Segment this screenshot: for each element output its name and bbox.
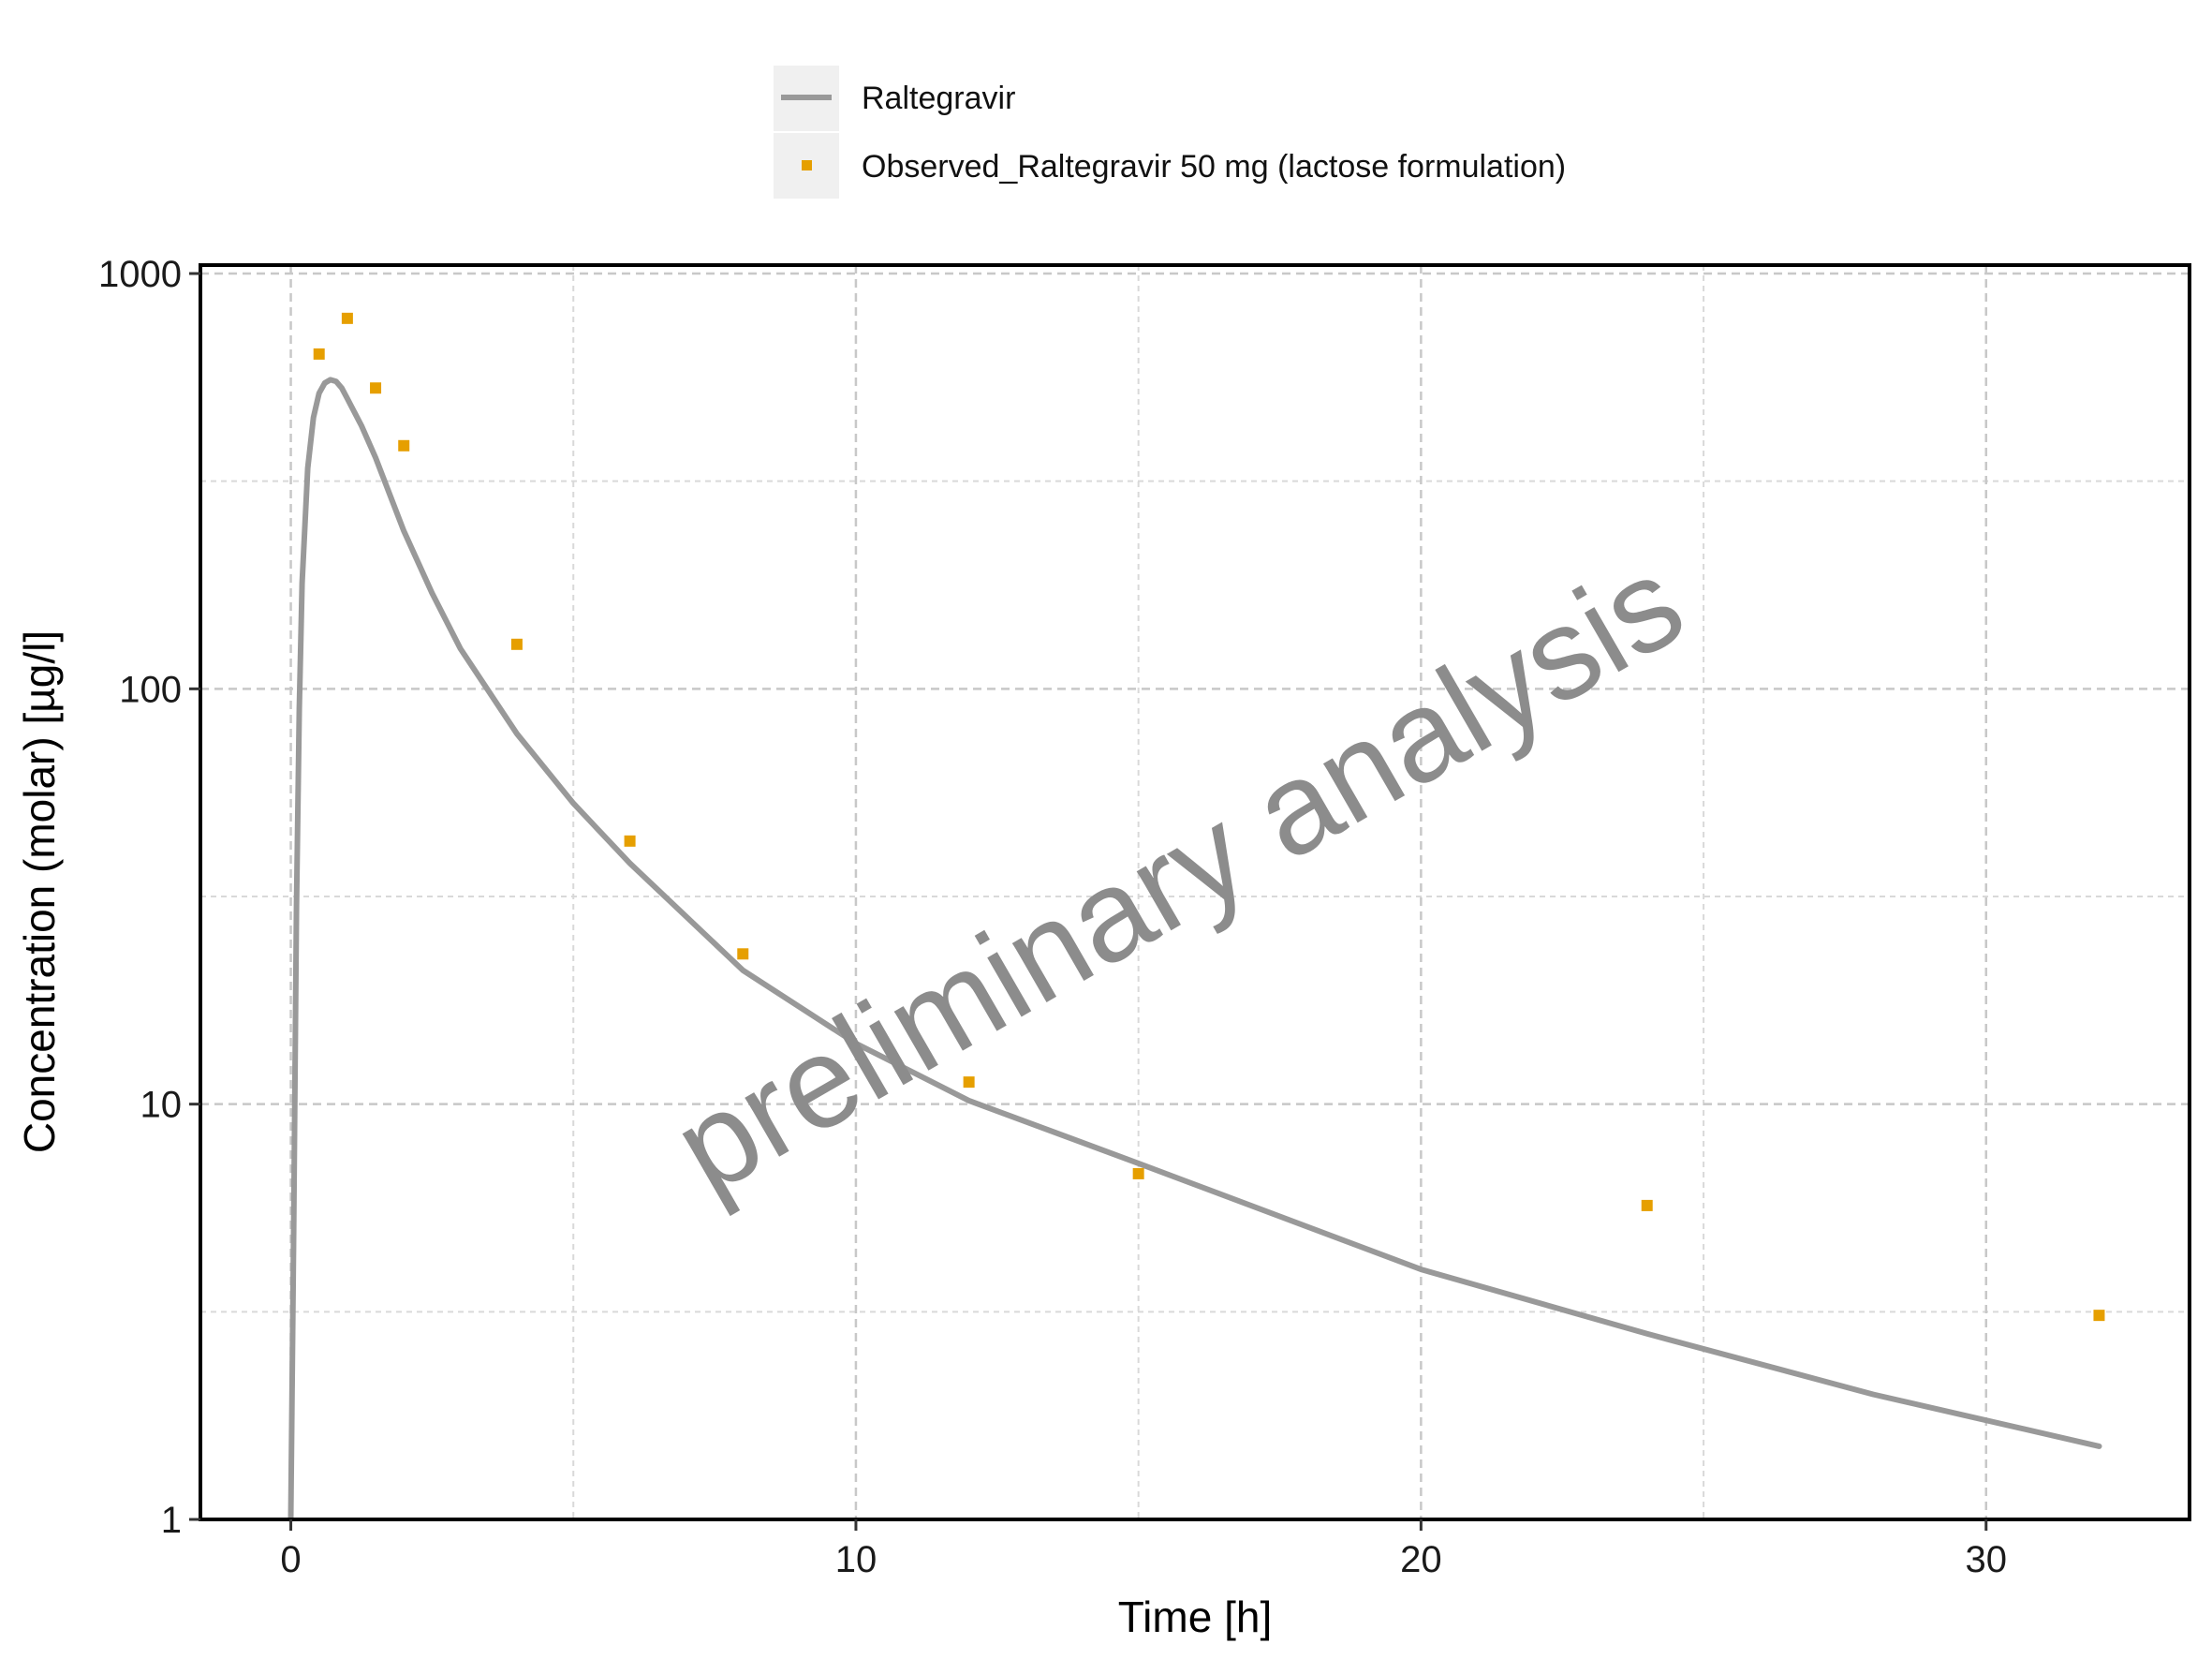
y-tick-label: 1000 [98, 254, 182, 295]
observed-point [398, 439, 410, 452]
x-tick-label: 20 [1400, 1539, 1442, 1580]
legend-label-observed: Observed_Raltegravir 50 mg (lactose form… [862, 149, 1566, 185]
observed-point [370, 382, 382, 394]
grid-minor [200, 265, 2190, 1519]
observed-point [1641, 1199, 1653, 1211]
y-axis: 1 10 100 1000 [98, 254, 200, 1541]
legend: Raltegravir Observed_Raltegravir 50 mg (… [774, 66, 1566, 199]
y-tick-label: 100 [119, 669, 182, 710]
series-layer [288, 312, 2105, 1522]
x-tick-label: 10 [835, 1539, 877, 1580]
observed-point [2093, 1310, 2105, 1322]
x-axis-title: Time [h] [1118, 1592, 1272, 1641]
observed-point [624, 835, 636, 847]
legend-key-point [802, 160, 812, 170]
observed-point [737, 948, 749, 960]
y-tick-label: 10 [140, 1085, 183, 1126]
observed-point [510, 638, 523, 650]
y-tick-label: 1 [161, 1500, 182, 1541]
panel-background [200, 265, 2190, 1519]
observed-point [963, 1076, 975, 1089]
observed-point [313, 348, 325, 360]
panel-border [199, 263, 2191, 1521]
series-line-raltegravir [288, 377, 2102, 1522]
plot-panel: preliminary analysis [199, 263, 2191, 1522]
legend-label-raltegravir: Raltegravir [862, 81, 1015, 116]
x-tick-label: 0 [280, 1539, 301, 1580]
observed-point [1132, 1167, 1144, 1179]
observed-point [341, 312, 353, 324]
x-axis: 0 10 20 30 [280, 1519, 2007, 1580]
y-axis-title: Concentration (molar) [µg/l] [15, 630, 64, 1153]
x-tick-label: 30 [1966, 1539, 2008, 1580]
